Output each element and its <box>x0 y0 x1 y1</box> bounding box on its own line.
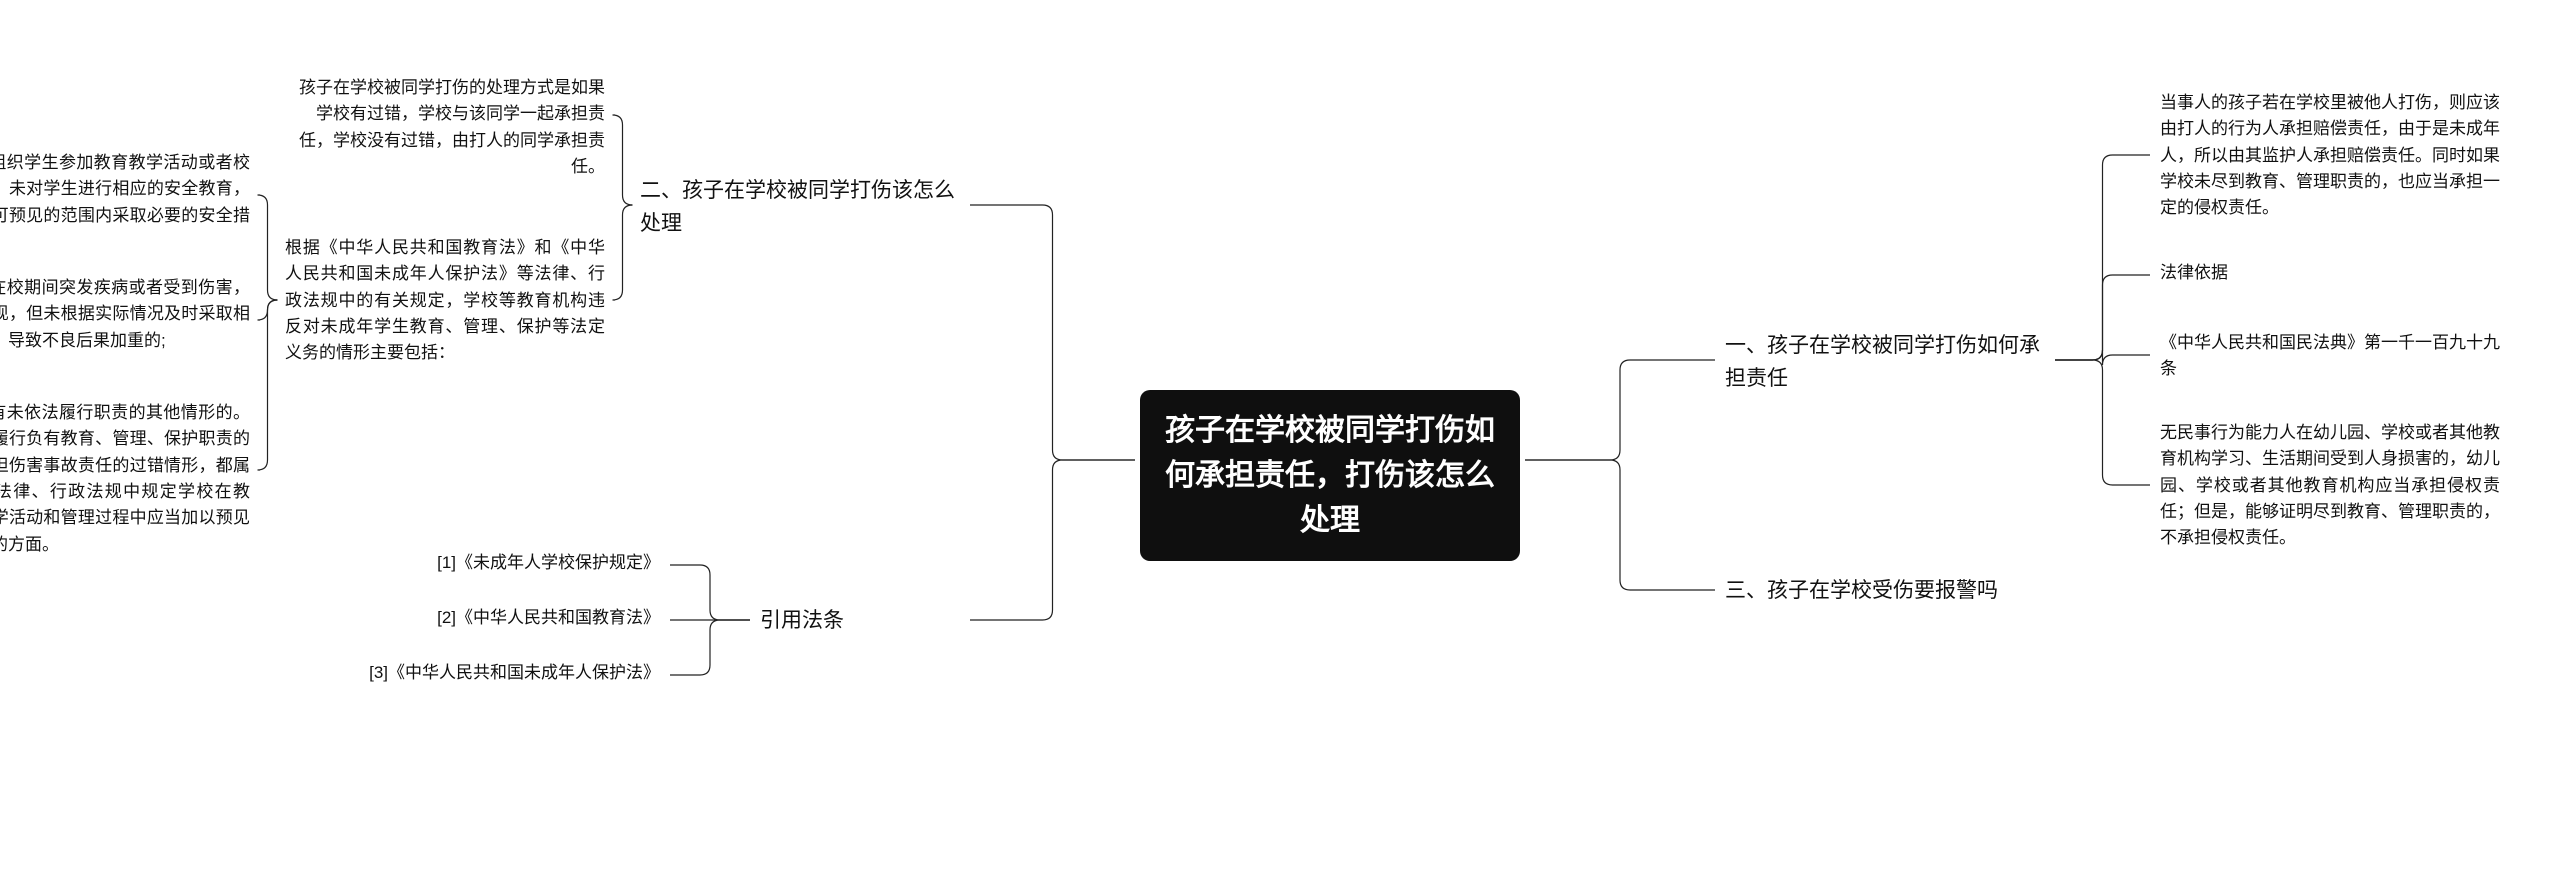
mindmap-node: 1.学校组织学生参加教育教学活动或者校外活动，未对学生进行相应的安全教育，并未在… <box>0 150 250 255</box>
mindmap-node: 一、孩子在学校被同学打伤如何承担责任 <box>1725 330 2045 395</box>
mindmap-node: [1]《未成年人学校保护规定》 <box>400 550 660 576</box>
mindmap-node: 无民事行为能力人在幼儿园、学校或者其他教育机构学习、生活期间受到人身损害的，幼儿… <box>2160 420 2500 552</box>
mindmap-node: 孩子在学校被同学打伤如何承担责任，打伤该怎么处理 <box>1140 390 1520 561</box>
mindmap-node: 三、孩子在学校受伤要报警吗 <box>1725 575 2045 608</box>
mindmap-node: 孩子在学校被同学打伤的处理方式是如果学校有过错，学校与该同学一起承担责任，学校没… <box>285 75 605 180</box>
mindmap-node: 3.学校有未依法履行职责的其他情形的。如果不履行负有教育、管理、保护职责的将要承… <box>0 400 250 558</box>
mindmap-node: 当事人的孩子若在学校里被他人打伤，则应该由打人的行为人承担赔偿责任，由于是未成年… <box>2160 90 2500 222</box>
mindmap-node: [2]《中华人民共和国教育法》 <box>400 605 660 631</box>
mindmap-node: 《中华人民共和国民法典》第一千一百九十九条 <box>2160 330 2500 383</box>
mindmap-node: 根据《中华人民共和国教育法》和《中华人民共和国未成年人保护法》等法律、行政法规中… <box>285 235 605 367</box>
mindmap-canvas: 孩子在学校被同学打伤如何承担责任，打伤该怎么处理 一、孩子在学校被同学打伤如何承担… <box>0 0 2560 887</box>
mindmap-node: 法律依据 <box>2160 260 2500 286</box>
mindmap-node: 2.学生在校期间突发疾病或者受到伤害，学校发现，但未根据实际情况及时采取相应措施… <box>0 275 250 354</box>
mindmap-node: 二、孩子在学校被同学打伤该怎么处理 <box>640 175 960 240</box>
mindmap-node: 引用法条 <box>760 605 880 638</box>
mindmap-node: [3]《中华人民共和国未成年人保护法》 <box>340 660 660 686</box>
